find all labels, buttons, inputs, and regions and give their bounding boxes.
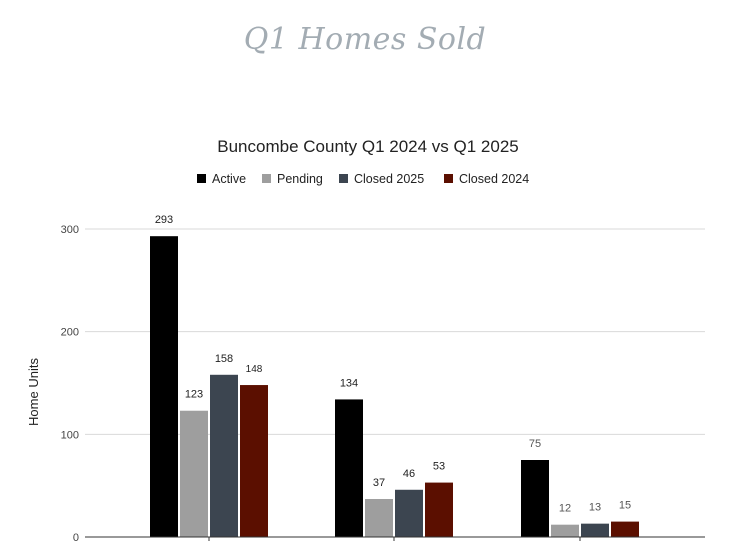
legend-swatch-2	[339, 174, 348, 183]
data-label: 75	[529, 438, 541, 450]
y-axis-label: Home Units	[26, 358, 41, 426]
legend-label-2: Closed 2025	[354, 172, 424, 186]
bar-closed-2025-1	[395, 489, 423, 537]
data-label: 158	[215, 353, 233, 365]
data-label: 37	[373, 477, 385, 489]
y-tick-label: 0	[73, 532, 79, 544]
bar-active-0	[150, 236, 178, 538]
data-label: 46	[403, 468, 415, 480]
legend: Active Pending Closed 2025 Closed 2024	[197, 172, 529, 186]
data-label: 123	[185, 389, 203, 401]
y-tick-label: 200	[61, 327, 79, 339]
y-tick-label: 300	[61, 224, 79, 236]
page-title: Q1 Homes Sold	[243, 22, 487, 57]
y-tick-label: 100	[61, 429, 79, 441]
data-label: 148	[246, 364, 263, 375]
legend-label-1: Pending	[277, 172, 323, 186]
legend-label-0: Active	[212, 172, 246, 186]
data-label: 12	[559, 503, 571, 515]
bar-pending-0	[180, 410, 208, 537]
data-label: 15	[619, 500, 631, 512]
data-labels: 293 123 158 148 134 37 46 53 75 12 13 15	[155, 214, 631, 514]
data-label: 293	[155, 214, 173, 226]
bar-pending-2	[551, 524, 579, 537]
bars	[150, 236, 639, 538]
bar-active-2	[521, 460, 549, 537]
legend-swatch-1	[262, 174, 271, 183]
bar-closed-2025-2	[581, 523, 609, 537]
bar-active-1	[335, 399, 363, 537]
legend-swatch-0	[197, 174, 206, 183]
legend-label-3: Closed 2024	[459, 172, 529, 186]
chart-title: Buncombe County Q1 2024 vs Q1 2025	[217, 137, 518, 156]
legend-swatch-3	[444, 174, 453, 183]
bar-closed-2024-0	[240, 385, 268, 537]
bar-closed-2024-2	[611, 521, 639, 537]
x-axis-ticks	[208, 537, 581, 541]
data-label: 13	[589, 502, 601, 514]
bar-closed-2025-0	[210, 374, 238, 537]
data-label: 134	[340, 377, 358, 389]
bar-closed-2024-1	[425, 482, 453, 537]
bar-pending-1	[365, 499, 393, 537]
y-axis-ticks: 0 100 200 300	[61, 224, 79, 544]
data-label: 53	[433, 461, 445, 473]
